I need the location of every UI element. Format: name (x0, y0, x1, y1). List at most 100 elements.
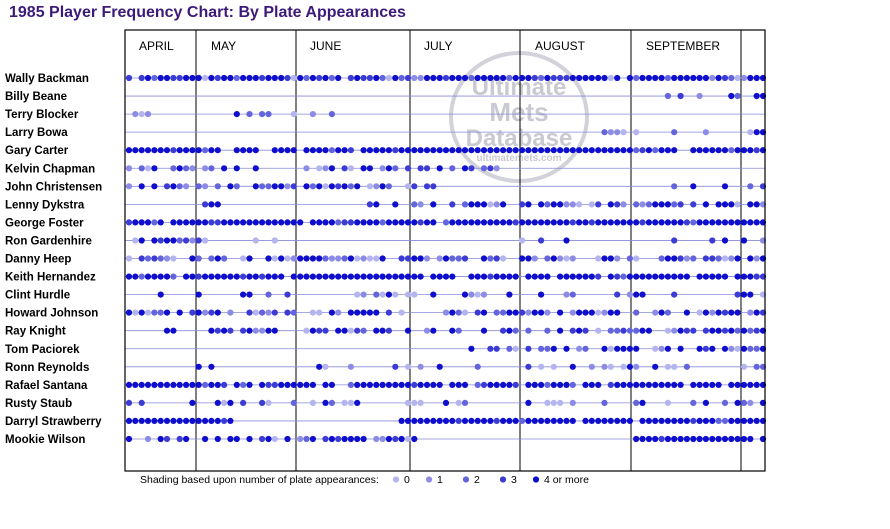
appearance-dot (328, 273, 335, 280)
appearance-dot (214, 219, 221, 226)
appearance-dot (151, 309, 158, 316)
appearance-dot (740, 273, 748, 280)
appearance-dot (544, 273, 551, 280)
appearance-dot (138, 417, 145, 424)
appearance-dot (347, 435, 354, 443)
appearance-dot (290, 381, 297, 388)
appearance-dot (633, 201, 640, 208)
appearance-dot (202, 219, 209, 226)
appearance-dot (151, 219, 158, 226)
appearance-dot (506, 219, 513, 226)
appearance-dot (259, 309, 266, 316)
appearance-dot (614, 327, 621, 334)
appearance-dot (595, 381, 602, 388)
player-label: Billy Beane (5, 91, 67, 103)
appearance-dot (284, 309, 291, 316)
appearance-dot (709, 219, 716, 226)
appearance-dot (138, 165, 145, 172)
appearance-dot (398, 74, 405, 82)
appearance-dot (709, 74, 716, 82)
appearance-dot (626, 381, 634, 388)
appearance-dot (740, 327, 748, 334)
appearance-dot (576, 201, 583, 208)
appearance-dot (506, 74, 513, 82)
appearance-dot (658, 74, 665, 82)
appearance-dot (525, 363, 532, 370)
appearance-dot (392, 435, 399, 443)
appearance-dot (335, 147, 342, 154)
appearance-dot (347, 399, 354, 406)
appearance-dot (455, 381, 462, 388)
appearance-dot (734, 381, 741, 388)
appearance-dot (125, 417, 133, 424)
appearance-dot (607, 309, 614, 316)
appearance-dot (525, 255, 532, 262)
appearance-dot (715, 219, 722, 226)
appearance-dot (316, 183, 323, 190)
appearance-dot (271, 74, 278, 82)
appearance-dot (588, 219, 595, 226)
legend: Shading based upon number of plate appea… (140, 474, 589, 486)
appearance-dot (557, 417, 564, 424)
appearance-dot (740, 399, 748, 406)
appearance-dot (233, 111, 240, 118)
appearance-dot (563, 255, 570, 262)
appearance-dot (506, 309, 513, 316)
appearance-dot (125, 399, 133, 406)
legend-label: 1 (437, 474, 443, 486)
appearance-dot (176, 435, 183, 443)
appearance-dot (246, 255, 253, 262)
appearance-dot (423, 165, 431, 172)
appearance-dot (633, 327, 640, 334)
appearance-dot (607, 201, 614, 208)
appearance-dot (614, 201, 621, 208)
appearance-dot (620, 345, 627, 352)
appearance-dot (385, 219, 392, 226)
appearance-dot (664, 399, 672, 406)
appearance-dot (563, 345, 570, 352)
appearance-dot (138, 381, 145, 388)
appearance-dot (582, 147, 589, 154)
appearance-dot (747, 273, 754, 280)
appearance-dot (487, 255, 494, 262)
appearance-dot (652, 363, 659, 370)
appearance-dot (753, 74, 760, 82)
player-label: Danny Heep (5, 254, 71, 266)
appearance-dot (157, 255, 164, 262)
appearance-dot (626, 255, 634, 262)
appearance-dot (474, 291, 481, 298)
appearance-dot (721, 219, 729, 226)
appearance-dot (728, 327, 735, 334)
appearance-dot (645, 417, 653, 424)
appearance-dot (550, 255, 557, 262)
appearance-dot (347, 363, 354, 370)
player-label: Kelvin Chapman (5, 163, 95, 175)
appearance-dot (442, 255, 450, 262)
appearance-dot (461, 147, 469, 154)
appearance-dot (214, 255, 221, 262)
appearance-dot (132, 381, 139, 388)
appearance-dot (379, 165, 386, 172)
appearance-dot (493, 165, 500, 172)
appearance-dot (500, 147, 507, 154)
appearance-dot (525, 417, 532, 424)
appearance-dot (734, 417, 741, 424)
appearance-dot (189, 219, 196, 226)
appearance-dot (709, 237, 716, 244)
appearance-dot (170, 381, 177, 388)
appearance-dot (569, 219, 576, 226)
appearance-dot (601, 147, 608, 154)
appearance-dot (468, 165, 475, 172)
appearance-dot (240, 273, 247, 280)
appearance-dot (550, 345, 557, 352)
appearance-dot (740, 435, 748, 443)
legend-label: 0 (404, 474, 410, 486)
appearance-dot (715, 147, 722, 154)
legend-swatch (532, 476, 540, 483)
appearance-dot (728, 201, 735, 208)
appearance-dot (588, 417, 595, 424)
appearance-dot (385, 381, 392, 388)
appearance-dot (366, 309, 373, 316)
appearance-dot (690, 255, 697, 262)
appearance-dot (208, 417, 215, 424)
